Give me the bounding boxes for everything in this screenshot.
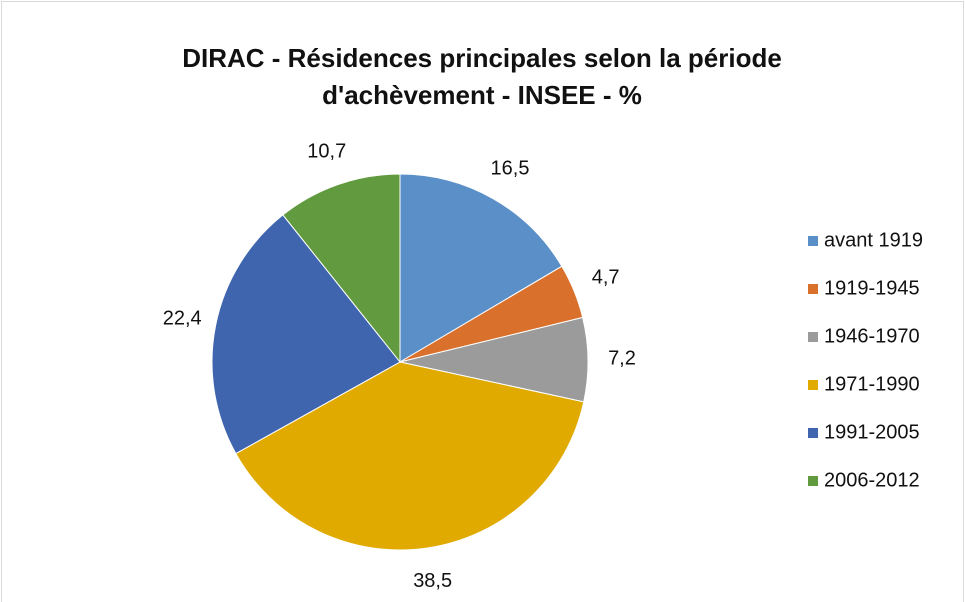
legend-swatch (808, 380, 818, 390)
legend-swatch (808, 428, 818, 438)
legend-label: 1991-2005 (824, 421, 920, 443)
legend-swatch (808, 284, 818, 294)
legend-swatch (808, 476, 818, 486)
legend-label: 1946-1970 (824, 325, 920, 347)
legend-swatch (808, 332, 818, 342)
legend-label: 1919-1945 (824, 277, 920, 299)
data-label: 10,7 (307, 141, 346, 163)
pie-slice (399, 173, 563, 363)
data-label: 16,5 (491, 157, 530, 179)
pie-slice (211, 214, 401, 455)
legend-label: 1971-1990 (824, 373, 920, 395)
pie-slice (235, 361, 585, 551)
chart-title: DIRAC - Résidences principales selon la … (182, 43, 782, 73)
data-label: 38,5 (413, 570, 452, 592)
legend-swatch (808, 236, 818, 246)
chart-title: d'achèvement - INSEE - % (322, 80, 642, 110)
pie-slice (282, 173, 401, 364)
legend-label: avant 1919 (824, 229, 923, 251)
legend-label: 2006-2012 (824, 469, 920, 491)
data-label: 7,2 (608, 347, 636, 369)
data-label: 22,4 (163, 307, 202, 329)
data-label: 4,7 (592, 267, 620, 289)
